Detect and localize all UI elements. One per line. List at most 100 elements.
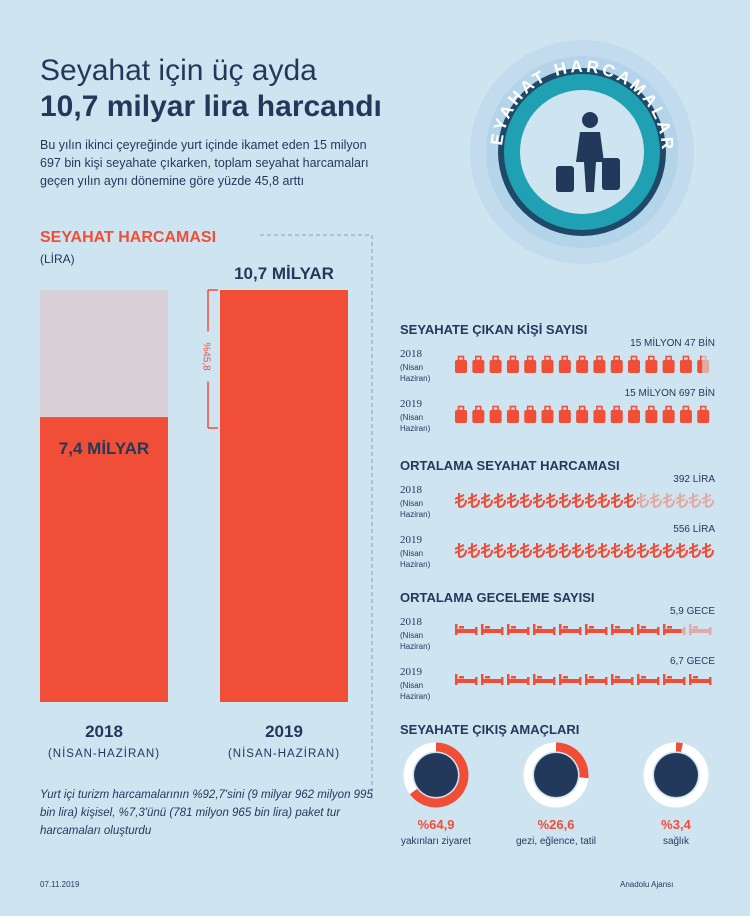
bed [563,676,568,679]
icon [533,624,556,635]
icon-filled [494,493,506,508]
icon-filled [637,543,649,558]
icon-filled [559,624,582,635]
bed [527,627,530,635]
icon-filled [455,674,478,685]
bed [527,677,530,685]
handle [526,355,534,362]
bed [533,679,555,683]
source: Anadolu Ajansı [620,880,674,889]
icon [455,624,478,635]
icon-filled [679,405,692,423]
icon [467,493,480,508]
bed [641,676,646,679]
bed [615,626,620,629]
title: 10,7 milyar lira harcandı [40,90,382,123]
bed [589,626,594,629]
lira [611,543,623,558]
bed [537,676,542,679]
icon-filled [628,355,640,373]
lira [481,543,493,558]
chart-subtitle: (LİRA) [40,252,75,266]
icon [597,543,610,558]
value-label: 15 MİLYON 47 BİN [630,338,715,349]
icon-filled [533,624,556,635]
suitcase [593,410,606,423]
handle [457,405,465,412]
icon-filled [572,493,584,508]
icon [455,405,467,423]
bed [667,626,672,629]
icon [701,543,714,558]
icon [545,493,558,508]
icon-filled [506,355,519,373]
suitcase [558,360,571,373]
category-label: gezi, eğlence, tatil [515,836,597,847]
icon-filled [572,543,584,558]
icon-filled [489,405,502,423]
handle [596,405,603,412]
icon [662,493,675,508]
bar [40,417,168,702]
lira [611,493,623,508]
icon [541,405,554,423]
lira [702,543,714,558]
icon-filled [468,543,480,558]
lira [598,493,610,508]
suitcase [679,360,692,373]
traveler-icon [556,112,620,192]
lira [559,543,571,558]
icon-filled [468,493,480,508]
icon [571,493,584,508]
icon [637,624,660,635]
icon [611,624,634,635]
handle [544,355,551,362]
handle [596,355,603,362]
row-note: (Nisan Haziran) [400,549,431,569]
icon-filled [624,493,636,508]
icon-filled [546,543,558,558]
icon-filled [679,355,692,373]
icon [507,624,530,635]
lira [675,493,688,508]
lira [546,543,558,558]
icon-filled [593,405,606,423]
icon-filled [507,624,530,635]
category-label: sağlık [662,836,690,847]
bed [511,626,516,629]
lira [494,543,506,558]
bed [485,676,490,679]
handle [699,355,703,362]
bed [693,676,698,679]
value-label: 6,7 GECE [669,656,715,667]
icon [628,355,640,373]
lira [637,543,649,558]
bed [455,679,477,683]
title: Seyahat için üç ayda [40,54,317,87]
lira [649,493,662,508]
row-note: (Nisan Haziran) [400,413,431,433]
intro: Bu yılın ikinci çeyreğinde yurt içinde i… [40,138,369,188]
bed [709,677,712,685]
icon-filled [455,493,467,508]
category-label: 2019 [265,722,303,741]
icon-filled [689,674,712,685]
icon-filled [520,493,532,508]
lira [585,543,597,558]
value-label: %26,6 [537,817,575,832]
handle [492,355,499,362]
icon [493,543,506,558]
handle [665,355,672,362]
icon [506,405,519,423]
icon-filled [637,624,660,635]
bed [611,679,633,683]
section-title: ORTALAMA SEYAHAT HARCAMASI [400,458,620,473]
icon [675,543,688,558]
handle [613,355,620,362]
donut-center [654,753,698,797]
icon [532,543,545,558]
icon [628,405,640,423]
lira [533,543,545,558]
lira [663,543,675,558]
